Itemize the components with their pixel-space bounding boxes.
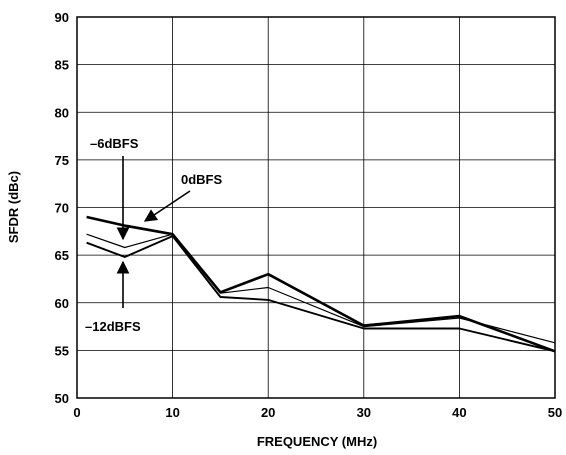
y-tick-label: 80: [55, 105, 69, 120]
y-axis-title: SFDR (dBc): [6, 171, 21, 243]
grid-lines: [77, 17, 555, 398]
y-tick-label: 60: [55, 296, 69, 311]
y-tick-label: 55: [55, 343, 69, 358]
tick-labels: 0 10 20 30 40 50 50 55 60 65 70 75 80 85 90: [55, 10, 563, 420]
y-tick-label: 85: [55, 58, 69, 73]
annotation-0dbfs: 0dBFS: [145, 172, 223, 221]
annotation-label-minus6dbfs: –6dBFS: [90, 136, 139, 151]
x-tick-label: 0: [73, 405, 80, 420]
y-tick-label: 50: [55, 391, 69, 406]
series-lines: [87, 217, 555, 351]
annotation-label-0dbfs: 0dBFS: [181, 172, 223, 187]
annotation-label-minus12dbfs: –12dBFS: [85, 319, 141, 334]
y-tick-label: 90: [55, 10, 69, 25]
x-tick-label: 10: [165, 405, 179, 420]
x-tick-label: 20: [261, 405, 275, 420]
series-line-12dbfs: [87, 236, 555, 351]
x-axis-title: FREQUENCY (MHz): [257, 434, 377, 449]
y-tick-label: 70: [55, 201, 69, 216]
x-tick-label: 30: [357, 405, 371, 420]
x-tick-label: 50: [548, 405, 562, 420]
annotation-arrow-0dbfs: [145, 191, 190, 221]
x-tick-label: 40: [452, 405, 466, 420]
y-tick-label: 65: [55, 248, 69, 263]
y-tick-label: 75: [55, 153, 69, 168]
annotation-minus12dbfs: –12dBFS: [85, 262, 141, 334]
series-line-0dbfs: [87, 217, 555, 351]
